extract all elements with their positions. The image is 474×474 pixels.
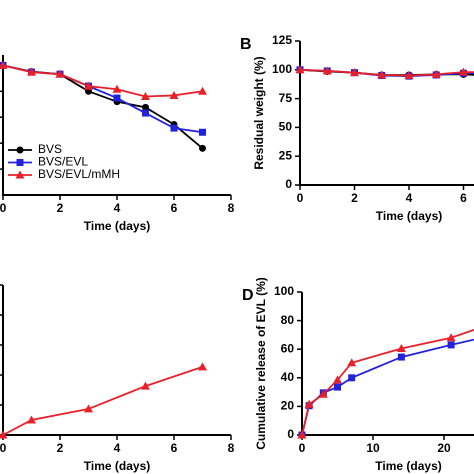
y-tick-label: 60 bbox=[281, 341, 295, 355]
marker bbox=[0, 60, 8, 69]
axes bbox=[2, 285, 231, 436]
marker bbox=[377, 70, 387, 79]
panel: 0 25 50 75 100 125 0 2 4 6 Time (days) Residual wei… bbox=[240, 33, 474, 223]
x-axis-label: Time (days) bbox=[376, 209, 442, 223]
marker bbox=[397, 353, 405, 361]
panel-label: D bbox=[242, 287, 254, 304]
x-tick-label: 0 bbox=[297, 191, 304, 205]
legend-label: BVS/EVL bbox=[38, 155, 88, 169]
marker bbox=[142, 103, 149, 111]
series-line bbox=[301, 338, 474, 436]
y-tick-label: 0 bbox=[285, 177, 292, 191]
x-tick-label: 10 bbox=[366, 441, 380, 455]
series-line bbox=[301, 328, 474, 436]
x-tick-label: 0 bbox=[0, 201, 7, 215]
marker bbox=[112, 84, 122, 93]
x-axis-label: Time (days) bbox=[84, 219, 150, 233]
y-tick-label: 20 bbox=[281, 399, 295, 413]
marker bbox=[447, 341, 455, 349]
marker bbox=[350, 68, 359, 77]
x-tick-label: 6 bbox=[171, 441, 178, 455]
x-tick-label: 4 bbox=[406, 191, 413, 205]
x-tick-label: 20 bbox=[437, 441, 451, 455]
panel-label: B bbox=[240, 36, 252, 53]
panel: 0102030405002468Time (days) bbox=[0, 284, 235, 473]
x-tick-label: 0 bbox=[0, 441, 7, 455]
legend-marker bbox=[16, 159, 24, 166]
x-tick-label: 8 bbox=[228, 201, 235, 215]
marker bbox=[334, 383, 341, 391]
marker bbox=[169, 90, 179, 99]
marker bbox=[142, 109, 149, 117]
y-tick-label: 0 bbox=[287, 427, 294, 441]
marker bbox=[396, 343, 406, 352]
marker bbox=[55, 69, 65, 78]
x-tick-label: 0 bbox=[299, 441, 306, 455]
marker bbox=[27, 67, 36, 76]
y-tick-label: 50 bbox=[279, 120, 293, 134]
marker bbox=[459, 67, 468, 76]
x-tick-label: 2 bbox=[351, 191, 358, 205]
marker bbox=[297, 430, 307, 439]
x-tick-label: 6 bbox=[460, 191, 467, 205]
x-axis-label: Time (days) bbox=[375, 459, 441, 473]
y-tick-label: 100 bbox=[272, 62, 292, 76]
marker bbox=[295, 65, 305, 74]
marker bbox=[446, 333, 456, 342]
x-tick-label: 2 bbox=[57, 441, 64, 455]
y-tick-label: 75 bbox=[279, 91, 293, 105]
marker bbox=[141, 91, 150, 100]
marker bbox=[170, 124, 178, 132]
series-line bbox=[299, 68, 474, 77]
marker bbox=[84, 404, 93, 413]
x-tick-label: 2 bbox=[57, 201, 64, 215]
x-tick-label: 4 bbox=[114, 201, 121, 215]
x-axis-label: Time (days) bbox=[84, 459, 150, 473]
series-line bbox=[2, 64, 204, 150]
marker bbox=[347, 358, 357, 367]
marker bbox=[84, 81, 93, 90]
legend-label: BVS bbox=[38, 142, 62, 156]
marker bbox=[404, 71, 414, 80]
series-line bbox=[2, 366, 203, 436]
x-tick-label: 6 bbox=[171, 201, 178, 215]
marker bbox=[304, 399, 314, 408]
marker bbox=[198, 86, 207, 95]
axes bbox=[299, 41, 474, 186]
y-axis-label: Residual weight (%) bbox=[252, 56, 266, 169]
axes bbox=[2, 55, 231, 196]
x-tick-label: 4 bbox=[114, 441, 121, 455]
y-tick-label: 40 bbox=[281, 370, 295, 384]
marker bbox=[141, 381, 150, 390]
marker bbox=[199, 144, 206, 152]
marker bbox=[27, 415, 36, 424]
y-tick-label: 100 bbox=[274, 284, 294, 298]
marker bbox=[322, 66, 332, 75]
y-axis-label: Cumulative release of EVL (%) bbox=[254, 277, 268, 450]
marker bbox=[333, 375, 342, 384]
series-line bbox=[2, 64, 203, 98]
panel: 0 20 40 60 80 100 0 10 20 Time (days) Cumulative r… bbox=[242, 277, 474, 473]
marker bbox=[0, 430, 8, 439]
legend-marker bbox=[15, 170, 25, 179]
y-tick-label: 125 bbox=[272, 33, 292, 47]
marker bbox=[348, 374, 356, 382]
y-tick-label: 80 bbox=[281, 313, 295, 327]
marker bbox=[198, 362, 207, 371]
marker bbox=[318, 389, 328, 398]
y-tick-label: 25 bbox=[279, 148, 293, 162]
x-tick-label: 8 bbox=[228, 441, 235, 455]
legend-marker bbox=[16, 146, 24, 154]
panel: 8085909510002468Time (days)BVSBVS/EVLBVS… bbox=[0, 55, 235, 233]
marker bbox=[431, 69, 441, 78]
marker bbox=[199, 128, 206, 136]
legend-label: BVS/EVL/mMH bbox=[38, 167, 120, 181]
marker bbox=[113, 94, 121, 102]
